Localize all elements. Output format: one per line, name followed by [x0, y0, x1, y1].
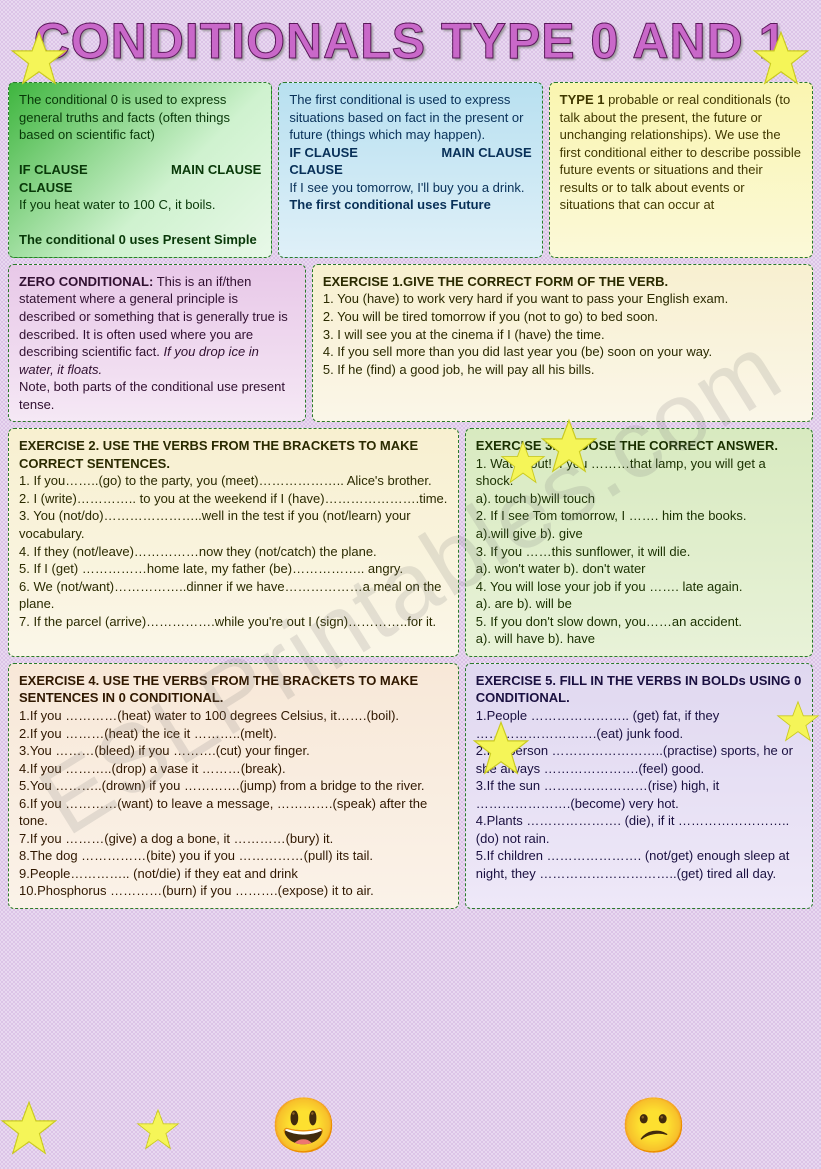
list-item: 5. If he (find) a good job, he will pay … — [323, 361, 802, 379]
list-item: 5.You ………..(drown) if you ………….(jump) fr… — [19, 777, 448, 795]
list-item: 4. You will lose your job if you ……. lat… — [476, 578, 802, 596]
label-main-clause: MAIN CLAUSE — [441, 144, 531, 162]
list-item: 2.If you ………(heat) the ice it ………..(melt… — [19, 725, 448, 743]
zero-note: Note, both parts of the conditional use … — [19, 378, 295, 413]
exercise-4: EXERCISE 4. USE THE VERBS FROM THE BRACK… — [8, 663, 459, 909]
exercise-3: EXERCISE 3. CHOOSE THE CORRECT ANSWER. 1… — [465, 428, 813, 657]
text: The conditional 0 is used to express gen… — [19, 91, 261, 144]
example: If you heat water to 100 C, it boils. — [19, 196, 261, 214]
star-icon — [0, 1100, 58, 1158]
explain-conditional-1: The first conditional is used to express… — [278, 82, 542, 258]
text: The first conditional is used to express… — [289, 91, 531, 144]
explain-conditional-0: The conditional 0 is used to express gen… — [8, 82, 272, 258]
exercise-2-title: EXERCISE 2. USE THE VERBS FROM THE BRACK… — [19, 438, 418, 471]
label-if-clause: IF CLAUSE — [289, 144, 358, 162]
list-item: a). touch b)will touch — [476, 490, 802, 508]
list-item: 7. If the parcel (arrive)…………….while you… — [19, 613, 448, 631]
list-item: 1.People ………………….. (get) fat, if they ……… — [476, 707, 802, 742]
explanation-row-1: The conditional 0 is used to express gen… — [8, 82, 813, 258]
explanation-row-2: ZERO CONDITIONAL: This is an if/then sta… — [8, 264, 813, 422]
list-item: 4. If you sell more than you did last ye… — [323, 343, 802, 361]
exercise-row-2: EXERCISE 2. USE THE VERBS FROM THE BRACK… — [8, 428, 813, 657]
list-item: 2. If I see Tom tomorrow, I ……. him the … — [476, 507, 802, 525]
list-item: 8.The dog ……………(bite) you if you ……………(p… — [19, 847, 448, 865]
list-item: 2.If a person ……………………..(practise) sport… — [476, 742, 802, 777]
explain-type-1: TYPE 1 probable or real conditionals (to… — [549, 82, 813, 258]
list-item: 3.If the sun ……………………(rise) high, it ………… — [476, 777, 802, 812]
explain-zero-conditional: ZERO CONDITIONAL: This is an if/then sta… — [8, 264, 306, 422]
rule: The first conditional uses Future — [289, 197, 491, 212]
list-item: 5.If children …………………. (not/get) enough … — [476, 847, 802, 882]
list-item: 9.People………….. (not/die) if they eat and… — [19, 865, 448, 883]
type1-label: TYPE 1 — [560, 92, 605, 107]
list-item: 7.If you ………(give) a dog a bone, it …………… — [19, 830, 448, 848]
label-clause-repeat: CLAUSE — [19, 180, 72, 195]
exercise-1: EXERCISE 1.GIVE THE CORRECT FORM OF THE … — [312, 264, 813, 422]
list-item: 1. If you……..(go) to the party, you (mee… — [19, 472, 448, 490]
zero-label: ZERO CONDITIONAL: — [19, 274, 153, 289]
list-item: a).will give b). give — [476, 525, 802, 543]
exercise-5-title: EXERCISE 5. FILL IN THE VERBS IN BOLDs U… — [476, 673, 802, 706]
exercise-3-title: EXERCISE 3. CHOOSE THE CORRECT ANSWER. — [476, 438, 778, 453]
label-clause-repeat: CLAUSE — [289, 162, 342, 177]
list-item: 4.If you ………..(drop) a vase it ………(break… — [19, 760, 448, 778]
list-item: 6.If you …………(want) to leave a message, … — [19, 795, 448, 830]
example: If I see you tomorrow, I'll buy you a dr… — [289, 179, 531, 197]
type1-text: probable or real conditionals (to talk a… — [560, 92, 801, 212]
list-item: a). will have b). have — [476, 630, 802, 648]
list-item: 2. You will be tired tomorrow if you (no… — [323, 308, 802, 326]
list-item: 3. If you ……this sunflower, it will die. — [476, 543, 802, 561]
exercise-5: EXERCISE 5. FILL IN THE VERBS IN BOLDs U… — [465, 663, 813, 909]
list-item: 3.You ………(bleed) if you ……….(cut) your f… — [19, 742, 448, 760]
exercise-2: EXERCISE 2. USE THE VERBS FROM THE BRACK… — [8, 428, 459, 657]
list-item: 10.Phosphorus …………(burn) if you ……….(exp… — [19, 882, 448, 900]
exercise-4-title: EXERCISE 4. USE THE VERBS FROM THE BRACK… — [19, 673, 418, 706]
rule: The conditional 0 uses Present Simple — [19, 232, 257, 247]
page-title: CONDITIONALS TYPE 0 AND 1 — [8, 12, 813, 70]
list-item: 4. If they (not/leave)……………now they (not… — [19, 543, 448, 561]
list-item: 5. If you don't slow down, you……an accid… — [476, 613, 802, 631]
exercise-1-title: EXERCISE 1.GIVE THE CORRECT FORM OF THE … — [323, 274, 668, 289]
list-item: 3. You (not/do)…………………..well in the test… — [19, 507, 448, 542]
list-item: a). are b). will be — [476, 595, 802, 613]
list-item: 1.If you …………(heat) water to 100 degrees… — [19, 707, 448, 725]
list-item: a). won't water b). don't water — [476, 560, 802, 578]
exercise-row-3: EXERCISE 4. USE THE VERBS FROM THE BRACK… — [8, 663, 813, 909]
label-if-clause: IF CLAUSE — [19, 161, 88, 179]
label-main-clause: MAIN CLAUSE — [171, 161, 261, 179]
worksheet-page: ESLPrintables.com CONDITIONALS TYPE 0 AN… — [0, 0, 821, 1169]
list-item: 1. You (have) to work very hard if you w… — [323, 290, 802, 308]
smiley-confused-icon: 😕 — [620, 1095, 687, 1158]
list-item: 6. We (not/want)……………..dinner if we have… — [19, 578, 448, 613]
list-item: 3. I will see you at the cinema if I (ha… — [323, 326, 802, 344]
list-item: 4.Plants …………………. (die), if it …………………….… — [476, 812, 802, 847]
smiley-writing-icon: 😃 — [270, 1095, 337, 1158]
list-item: 2. I (write)………….. to you at the weekend… — [19, 490, 448, 508]
list-item: 5. If I (get) ……………home late, my father … — [19, 560, 448, 578]
star-icon — [136, 1108, 180, 1152]
list-item: 1. Watch out! If you ………that lamp, you w… — [476, 455, 802, 490]
